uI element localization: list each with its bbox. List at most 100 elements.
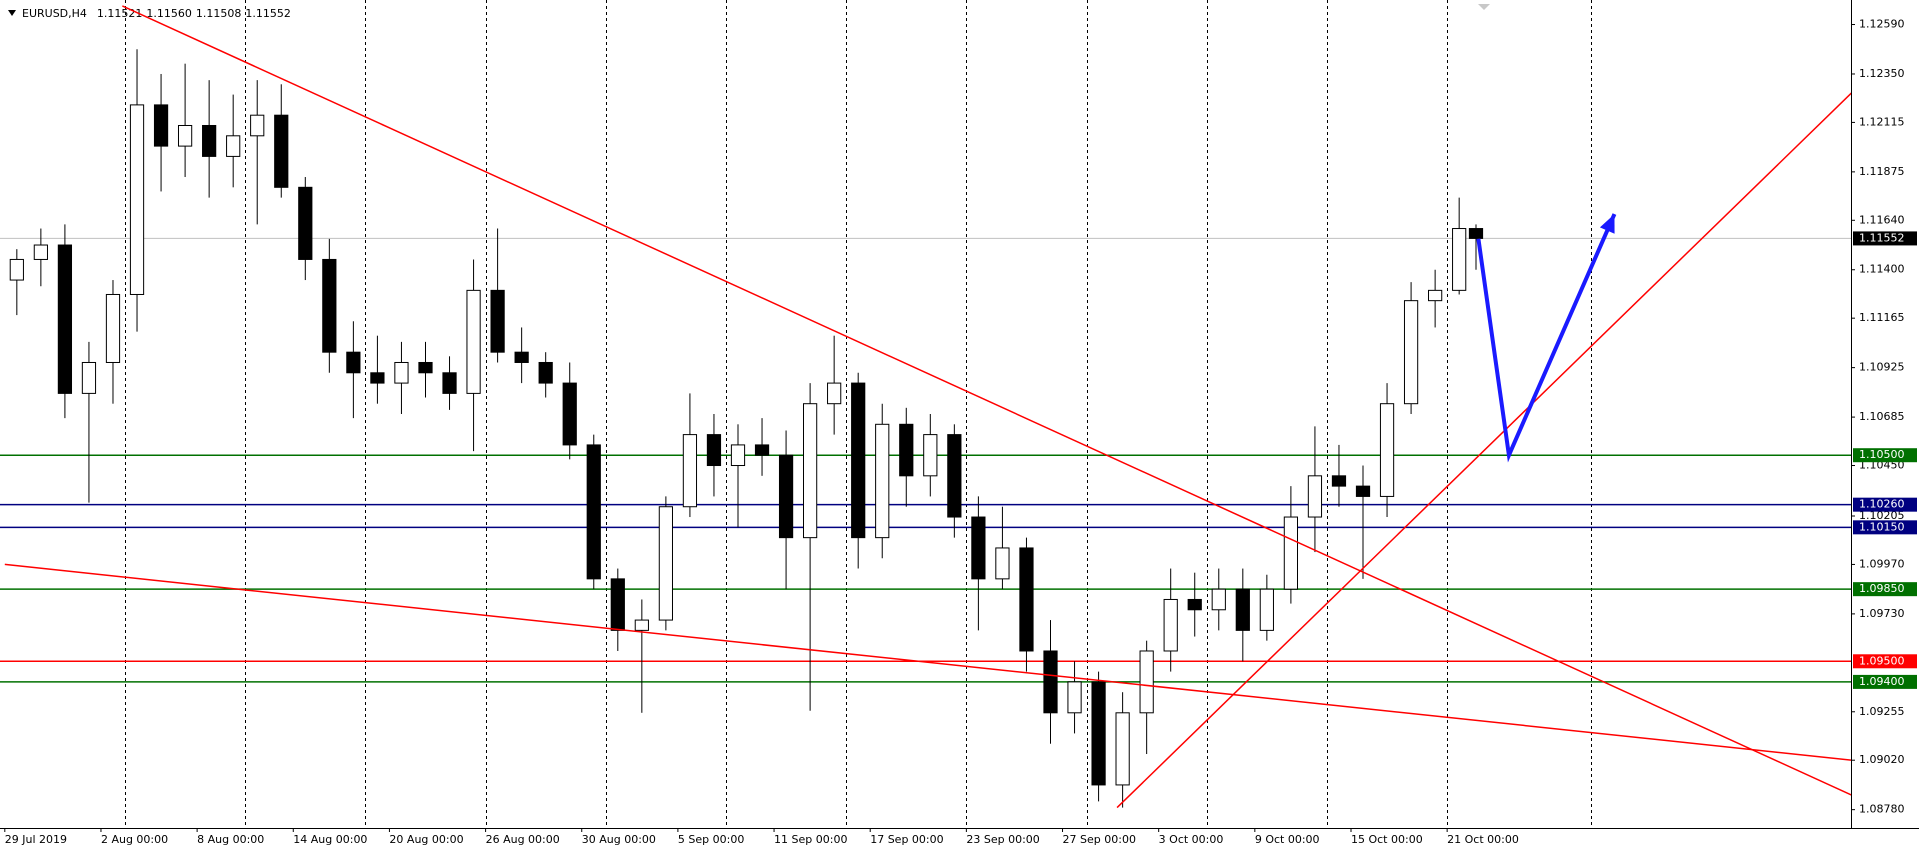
x-tick-label: 17 Sep 00:00 bbox=[870, 833, 943, 846]
candle-body bbox=[57, 244, 73, 394]
candle-body bbox=[658, 506, 673, 621]
x-tick-label: 9 Oct 00:00 bbox=[1255, 833, 1320, 846]
candle-body bbox=[1428, 289, 1443, 302]
candle-body bbox=[1235, 588, 1250, 631]
level-label: 1.09400 bbox=[1859, 675, 1905, 688]
level-label-box bbox=[1853, 520, 1917, 535]
candle-body bbox=[1067, 681, 1082, 714]
candle-body bbox=[442, 372, 457, 394]
level-label-box bbox=[1853, 448, 1917, 463]
header-value: 1.11521 bbox=[97, 7, 143, 20]
candle-body bbox=[274, 114, 289, 188]
x-tick-label: 26 Aug 00:00 bbox=[486, 833, 560, 846]
x-tick-label: 11 Sep 00:00 bbox=[774, 833, 847, 846]
candle-body bbox=[1115, 712, 1130, 786]
trendline bbox=[1116, 92, 1851, 809]
candle-body bbox=[394, 361, 409, 384]
candle-body bbox=[1331, 475, 1347, 487]
candle-body bbox=[1283, 516, 1299, 590]
candle-body bbox=[346, 351, 361, 374]
y-tick-label: 1.11875 bbox=[1859, 165, 1905, 178]
candle-body bbox=[682, 434, 698, 508]
x-tick-label: 3 Oct 00:00 bbox=[1159, 833, 1224, 846]
x-tick-label: 23 Sep 00:00 bbox=[966, 833, 1039, 846]
candle-body bbox=[418, 361, 433, 374]
candle-body bbox=[947, 434, 962, 518]
y-tick-label: 1.08780 bbox=[1859, 803, 1905, 816]
candle-body bbox=[105, 293, 121, 363]
x-tick-label: 2 Aug 00:00 bbox=[101, 833, 168, 846]
shift-marker bbox=[1478, 4, 1490, 10]
candle-body bbox=[466, 289, 481, 394]
y-tick-label: 1.10685 bbox=[1859, 410, 1905, 423]
header: EURUSD,H4 1.11521 1.11560 1.11508 1.11552 bbox=[22, 7, 291, 20]
candle-body bbox=[778, 454, 794, 539]
candle-body bbox=[1355, 485, 1371, 497]
x-tick-label: 8 Aug 00:00 bbox=[197, 833, 264, 846]
candle-body bbox=[875, 423, 890, 539]
y-tick-label: 1.09020 bbox=[1859, 753, 1905, 766]
x-tick-label: 15 Oct 00:00 bbox=[1351, 833, 1423, 846]
x-tick-label: 14 Aug 00:00 bbox=[293, 833, 367, 846]
candle-body bbox=[851, 382, 866, 539]
y-tick-label: 1.11400 bbox=[1859, 263, 1905, 276]
y-tick-label: 1.12115 bbox=[1859, 115, 1905, 128]
y-tick-label: 1.10925 bbox=[1859, 361, 1905, 374]
candle-body bbox=[538, 361, 553, 384]
symbol: EURUSD,H4 bbox=[22, 7, 87, 20]
candle-body bbox=[562, 382, 577, 446]
y-tick-label: 1.09255 bbox=[1859, 705, 1905, 718]
candle-body bbox=[370, 372, 385, 384]
candle-body bbox=[1259, 588, 1274, 631]
candle-body bbox=[971, 516, 986, 580]
level-label-box bbox=[1853, 654, 1917, 669]
candle-body bbox=[1211, 588, 1226, 611]
candle-body bbox=[803, 403, 818, 539]
y-tick-label: 1.09970 bbox=[1859, 557, 1905, 570]
candle-body bbox=[1091, 681, 1106, 786]
y-tick-label: 1.11165 bbox=[1859, 311, 1905, 324]
candle-body bbox=[899, 423, 914, 477]
candle-body bbox=[177, 124, 193, 147]
x-tick-label: 27 Sep 00:00 bbox=[1063, 833, 1136, 846]
header-value: 1.11508 bbox=[196, 7, 242, 20]
y-tick-label: 1.11640 bbox=[1859, 213, 1905, 226]
level-label-box bbox=[1853, 582, 1917, 597]
candle-body bbox=[81, 361, 97, 394]
arrow-head bbox=[1599, 214, 1615, 234]
candle-body bbox=[827, 382, 842, 405]
trendline bbox=[122, 5, 1851, 796]
level-label: 1.09850 bbox=[1859, 582, 1905, 595]
candle-body bbox=[730, 444, 746, 467]
header-value: 1.11552 bbox=[245, 7, 291, 20]
forecast-arrow bbox=[1476, 213, 1617, 463]
candle-body bbox=[490, 289, 505, 353]
menu-triangle[interactable] bbox=[8, 10, 16, 16]
y-tick-label: 1.12590 bbox=[1859, 18, 1905, 31]
candle-body bbox=[754, 444, 770, 456]
candle-body bbox=[586, 444, 601, 580]
candle-body bbox=[298, 186, 313, 260]
candle-body bbox=[1139, 650, 1154, 714]
y-tick-label: 1.12350 bbox=[1859, 67, 1905, 80]
candle-body bbox=[1043, 650, 1058, 714]
candle-body bbox=[322, 258, 337, 353]
candle-body bbox=[1379, 403, 1395, 497]
candle-body bbox=[1403, 300, 1419, 405]
current-price-label: 1.11552 bbox=[1859, 231, 1905, 244]
candle-body bbox=[226, 135, 241, 157]
candle-body bbox=[250, 114, 265, 137]
candle-body bbox=[610, 578, 625, 631]
x-tick-label: 20 Aug 00:00 bbox=[389, 833, 463, 846]
candle-body bbox=[9, 258, 24, 281]
candle-body bbox=[1468, 228, 1484, 239]
candle-body bbox=[33, 244, 48, 260]
candle-body bbox=[1163, 598, 1178, 652]
candle-body bbox=[129, 104, 145, 295]
level-label-box bbox=[1853, 674, 1917, 689]
x-tick-label: 30 Aug 00:00 bbox=[582, 833, 656, 846]
level-label: 1.10150 bbox=[1859, 520, 1905, 533]
